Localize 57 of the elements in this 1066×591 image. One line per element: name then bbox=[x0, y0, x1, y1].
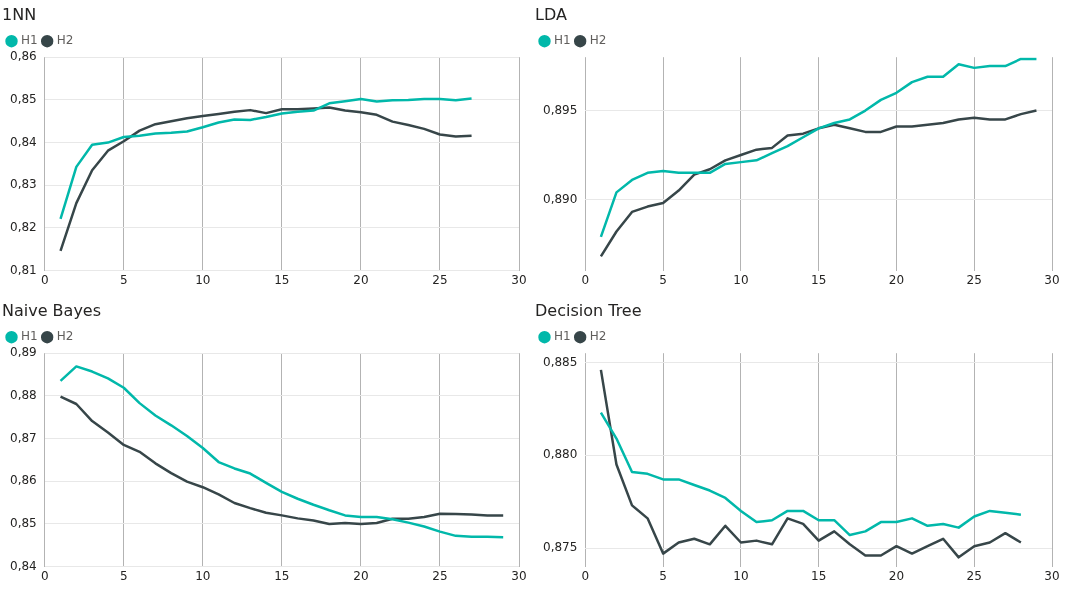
y-tick-label: 0,82 bbox=[10, 220, 37, 235]
y-tick-label: 0,89 bbox=[10, 345, 37, 360]
y-tick-label: 0,875 bbox=[542, 540, 578, 555]
x-tick-label: 0 bbox=[40, 568, 49, 583]
x-tick-label: 5 bbox=[119, 272, 128, 287]
x-tick-label: 10 bbox=[195, 568, 211, 583]
y-tick-label: 0,85 bbox=[10, 92, 37, 106]
x-tick-label: 30 bbox=[1044, 272, 1060, 287]
x-tick-label: 30 bbox=[1044, 568, 1060, 583]
x-tick-label: 20 bbox=[353, 568, 369, 583]
y-tick-label: 0,86 bbox=[10, 49, 37, 64]
x-tick-label: 25 bbox=[432, 568, 448, 583]
x-tick-label: 20 bbox=[353, 272, 369, 287]
y-tick-label: 0,895 bbox=[542, 102, 578, 117]
x-tick-label: 15 bbox=[274, 568, 290, 583]
x-tick-label: 5 bbox=[659, 568, 667, 583]
legend-label: H2 bbox=[56, 329, 74, 344]
x-tick-label: 15 bbox=[811, 272, 827, 287]
x-tick-label: 30 bbox=[511, 272, 527, 287]
y-tick-label: 0,81 bbox=[10, 262, 37, 277]
x-tick-label: 15 bbox=[274, 272, 290, 287]
x-tick-label: 20 bbox=[888, 272, 905, 287]
x-tick-label: 15 bbox=[811, 568, 827, 583]
x-tick-label: 5 bbox=[119, 568, 128, 583]
x-tick-label: 25 bbox=[966, 272, 982, 287]
y-tick-label: 0,880 bbox=[542, 447, 578, 462]
x-tick-label: 0 bbox=[40, 272, 49, 287]
chart-title: 1NN bbox=[2, 4, 37, 24]
x-tick-label: 10 bbox=[733, 272, 749, 287]
y-tick-label: 0,85 bbox=[10, 516, 37, 531]
y-tick-label: 0,84 bbox=[10, 134, 37, 149]
x-tick-label: 0 bbox=[581, 272, 590, 287]
chart-title: LDA bbox=[535, 4, 567, 24]
y-tick-label: 0,84 bbox=[10, 558, 37, 573]
y-tick-label: 0,890 bbox=[542, 191, 578, 206]
x-tick-label: 10 bbox=[733, 568, 749, 583]
y-tick-label: 0,83 bbox=[10, 177, 37, 192]
x-tick-label: 25 bbox=[966, 568, 982, 583]
x-tick-label: 5 bbox=[659, 272, 667, 287]
legend-label: H1 bbox=[21, 33, 38, 48]
legend-label: H1 bbox=[554, 329, 571, 344]
y-tick-label: 0,885 bbox=[542, 354, 578, 369]
legend-label: H1 bbox=[554, 33, 571, 48]
x-tick-label: 30 bbox=[511, 568, 527, 583]
y-tick-label: 0,88 bbox=[10, 388, 37, 403]
chart-title: Naive Bayes bbox=[2, 300, 102, 320]
legend-label: H2 bbox=[56, 33, 74, 48]
legend-label: H2 bbox=[589, 329, 607, 344]
y-tick-label: 0,86 bbox=[10, 473, 37, 488]
legend-label: H2 bbox=[589, 33, 607, 48]
x-tick-label: 20 bbox=[888, 568, 905, 583]
x-tick-label: 0 bbox=[581, 568, 590, 583]
x-tick-label: 25 bbox=[432, 272, 448, 287]
chart-title: Decision Tree bbox=[535, 300, 642, 320]
y-tick-label: 0,87 bbox=[10, 430, 37, 445]
legend-label: H1 bbox=[21, 329, 38, 344]
x-tick-label: 10 bbox=[195, 272, 211, 287]
